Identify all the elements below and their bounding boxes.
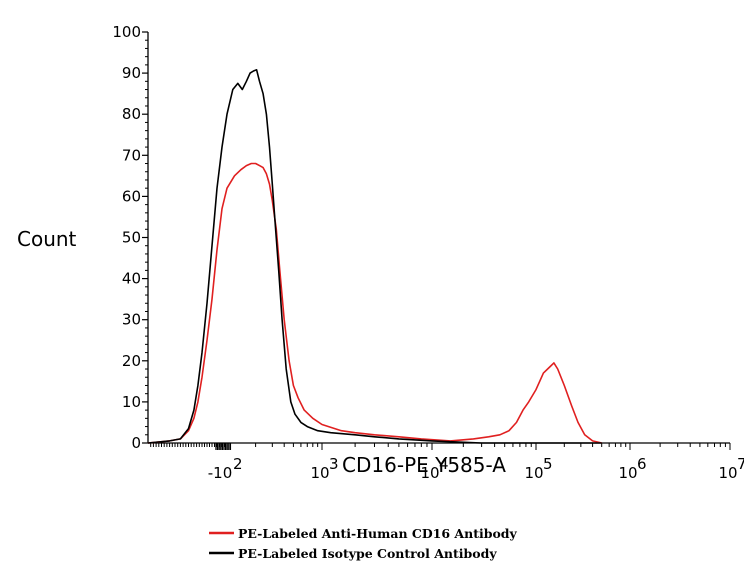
legend-label-cd16: PE-Labeled Anti-Human CD16 Antibody (238, 526, 518, 541)
x-tick-exponent: 7 (737, 455, 744, 473)
x-tick-label: 10 (618, 464, 637, 482)
y-tick-label: 0 (131, 434, 141, 452)
y-axis-title: Count (17, 227, 77, 251)
x-tick-label: 10 (524, 464, 543, 482)
y-tick-label: 90 (122, 64, 141, 82)
x-tick-exponent: 3 (329, 455, 339, 473)
y-tick-label: 60 (122, 187, 141, 205)
x-tick-exponent: 2 (233, 455, 243, 473)
x-tick-label: 10 (718, 464, 737, 482)
legend: PE-Labeled Anti-Human CD16 Antibody PE-L… (209, 526, 518, 561)
y-tick-label: 50 (122, 229, 141, 247)
y-tick-label: 100 (112, 23, 141, 41)
y-tick-label: 20 (122, 352, 141, 370)
y-tick-label: 30 (122, 311, 141, 329)
series-line-isotype (147, 69, 602, 444)
y-tick-label: 40 (122, 270, 141, 288)
x-tick-exponent: 6 (637, 455, 647, 473)
x-tick-label: -10 (208, 464, 233, 482)
series-line-cd16 (147, 162, 602, 444)
x-axis-title: CD16-PE Y585-A (342, 453, 506, 477)
y-tick-label: 70 (122, 146, 141, 164)
x-tick-label: 10 (420, 464, 439, 482)
y-tick-label: 10 (122, 393, 141, 411)
legend-label-isotype: PE-Labeled Isotype Control Antibody (238, 546, 497, 561)
x-tick-exponent: 5 (543, 455, 553, 473)
x-tick-label: 10 (310, 464, 329, 482)
y-tick-label: 80 (122, 105, 141, 123)
x-tick-exponent: 4 (439, 455, 449, 473)
